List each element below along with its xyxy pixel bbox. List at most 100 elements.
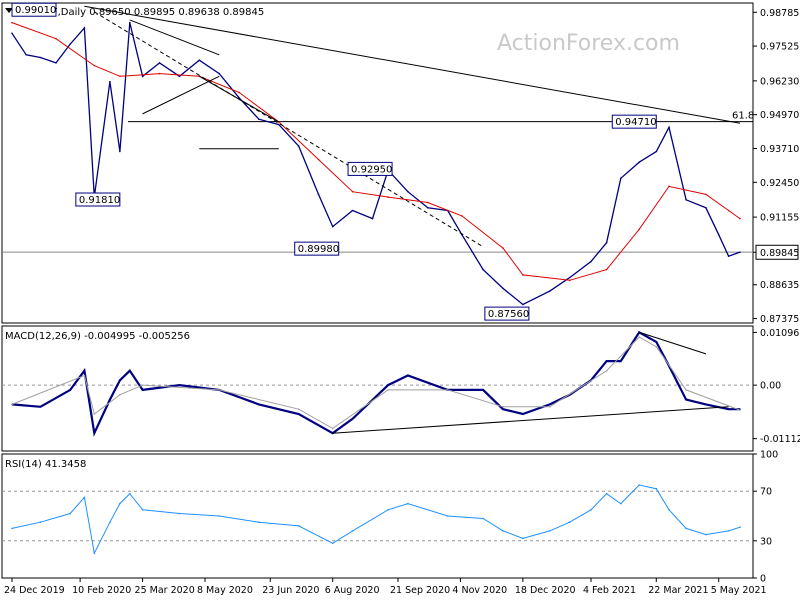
series-ma-point [426, 201, 429, 204]
series-price-point [739, 251, 741, 253]
price-label: 0.91810 [79, 195, 120, 206]
x-tick-label: 18 Dec 2020 [515, 585, 576, 596]
series-macd-point [297, 413, 300, 415]
series-ma-point [158, 72, 161, 75]
series-price-point [407, 190, 409, 193]
series-price-point [568, 276, 571, 279]
rsi-panel-title: RSI(14) 41.3458 [5, 459, 86, 470]
series-ma-point [705, 193, 707, 196]
series-signal-point [739, 409, 741, 411]
series-ma-point [461, 215, 463, 217]
series-price-point [83, 27, 86, 29]
price-panel-header: USDCHF,Daily 0.89650 0.89895 0.89638 0.8… [5, 7, 264, 18]
series-macd-point [258, 403, 260, 406]
series-rsi-point [387, 509, 389, 511]
x-tick-label: 21 Sep 2020 [390, 585, 450, 596]
x-tick-label: 23 Jun 2020 [262, 585, 319, 596]
series-macd-point [351, 417, 354, 420]
x-tick-label: 4 Feb 2021 [583, 585, 636, 596]
series-macd-point [141, 389, 144, 391]
series-ma-point [568, 279, 571, 282]
series-rsi-point [218, 515, 220, 517]
series-signal-point [655, 345, 658, 348]
series-rsi-point [685, 527, 687, 530]
rsi-layer: 100 70 30 0 [2, 450, 778, 585]
price-label: 0.87560 [488, 309, 529, 320]
y-tick-label: 100 [760, 450, 778, 461]
series-rsi-point [297, 525, 300, 527]
x-tick-label: 10 Feb 2020 [72, 585, 131, 596]
x-tick-label: 22 Mar 2021 [648, 585, 708, 596]
series-ma-point [668, 185, 670, 188]
series-signal-point [638, 336, 641, 338]
series-price-point [317, 193, 320, 196]
price-label: 0.94710 [615, 117, 656, 128]
series-price-point [705, 207, 707, 209]
series-rsi-point [549, 530, 551, 532]
y-tick-label: 0.010967 [760, 328, 800, 339]
series-rsi-point [619, 502, 622, 505]
macd-layer: 0.010967 0.00 -0.011127 [2, 328, 800, 445]
series-ma-point [119, 75, 121, 78]
series-ma-point [387, 196, 389, 198]
series-price-point [727, 255, 730, 257]
price-layer: 0.98785 0.97525 0.96230 0.94970 0.93710 0.924… [2, 2, 799, 325]
series-ma-point [317, 158, 320, 161]
series-rsi-point [605, 492, 608, 495]
series-ma-point [727, 209, 730, 212]
series-signal-point [331, 427, 334, 430]
price-label: 0.92950 [351, 164, 392, 175]
series-rsi-point [655, 487, 658, 490]
series-price-point [69, 43, 71, 45]
series-rsi-point [727, 530, 730, 532]
series-macd-point [619, 360, 622, 362]
price-label-box [294, 241, 340, 256]
series-price-point [619, 177, 622, 180]
series-rsi-point [83, 496, 86, 499]
series-rsi-point [178, 512, 181, 515]
y-tick-label: 0.94970 [760, 110, 799, 121]
trendline-major-downtrend [84, 5, 741, 124]
series-ma-point [93, 64, 96, 67]
trendline-triangle-top [129, 19, 220, 56]
series-rsi-point [39, 521, 42, 523]
series-price-point [685, 198, 687, 201]
series-price-point [109, 80, 111, 83]
series-rsi-point [590, 509, 592, 511]
series-macd-point [605, 360, 608, 362]
fib-annotation: 61.8 [732, 111, 754, 122]
series-rsi-point [522, 537, 524, 540]
series-rsi-point [482, 517, 484, 520]
series-price-point [482, 268, 484, 271]
x-tick-label: 24 Dec 2019 [4, 585, 65, 596]
series-signal-point [685, 389, 687, 391]
series-macd-point [128, 369, 131, 372]
series-rsi-point [705, 533, 707, 536]
series-macd-point [109, 398, 111, 401]
series-signal-point [446, 389, 449, 391]
series-ma-point [638, 228, 641, 231]
x-tick-label: 4 Nov 2020 [452, 585, 507, 596]
y-tick-label: 0 [760, 574, 766, 585]
series-ma-point [739, 217, 741, 220]
series-macd-point [482, 389, 484, 391]
trendline-macd-resistance [639, 331, 707, 355]
series-macd-point [119, 379, 121, 382]
series-macd-point [39, 405, 42, 408]
series-macd-point [727, 408, 730, 410]
y-tick-label: 0.92450 [760, 178, 799, 189]
collapse-triangle-icon[interactable] [5, 8, 13, 13]
price-label: 0.99010 [15, 5, 56, 16]
x-tick-label: 25 Mar 2020 [135, 585, 195, 596]
series-price-point [178, 75, 181, 78]
series-rsi-point [739, 526, 741, 528]
price-label: 0.89980 [298, 244, 339, 255]
price-panel-title: USDCHF,Daily 0.89650 0.89895 0.89638 0.8… [16, 7, 264, 18]
series-signal-point [549, 405, 551, 408]
series-price-point [502, 287, 504, 290]
series-rsi-point [351, 530, 354, 532]
x-axis: 24 Dec 2019 10 Feb 2020 25 Mar 2020 8 May 2… [4, 578, 767, 596]
series-rsi-point [502, 530, 504, 532]
series-price-point [198, 59, 201, 61]
